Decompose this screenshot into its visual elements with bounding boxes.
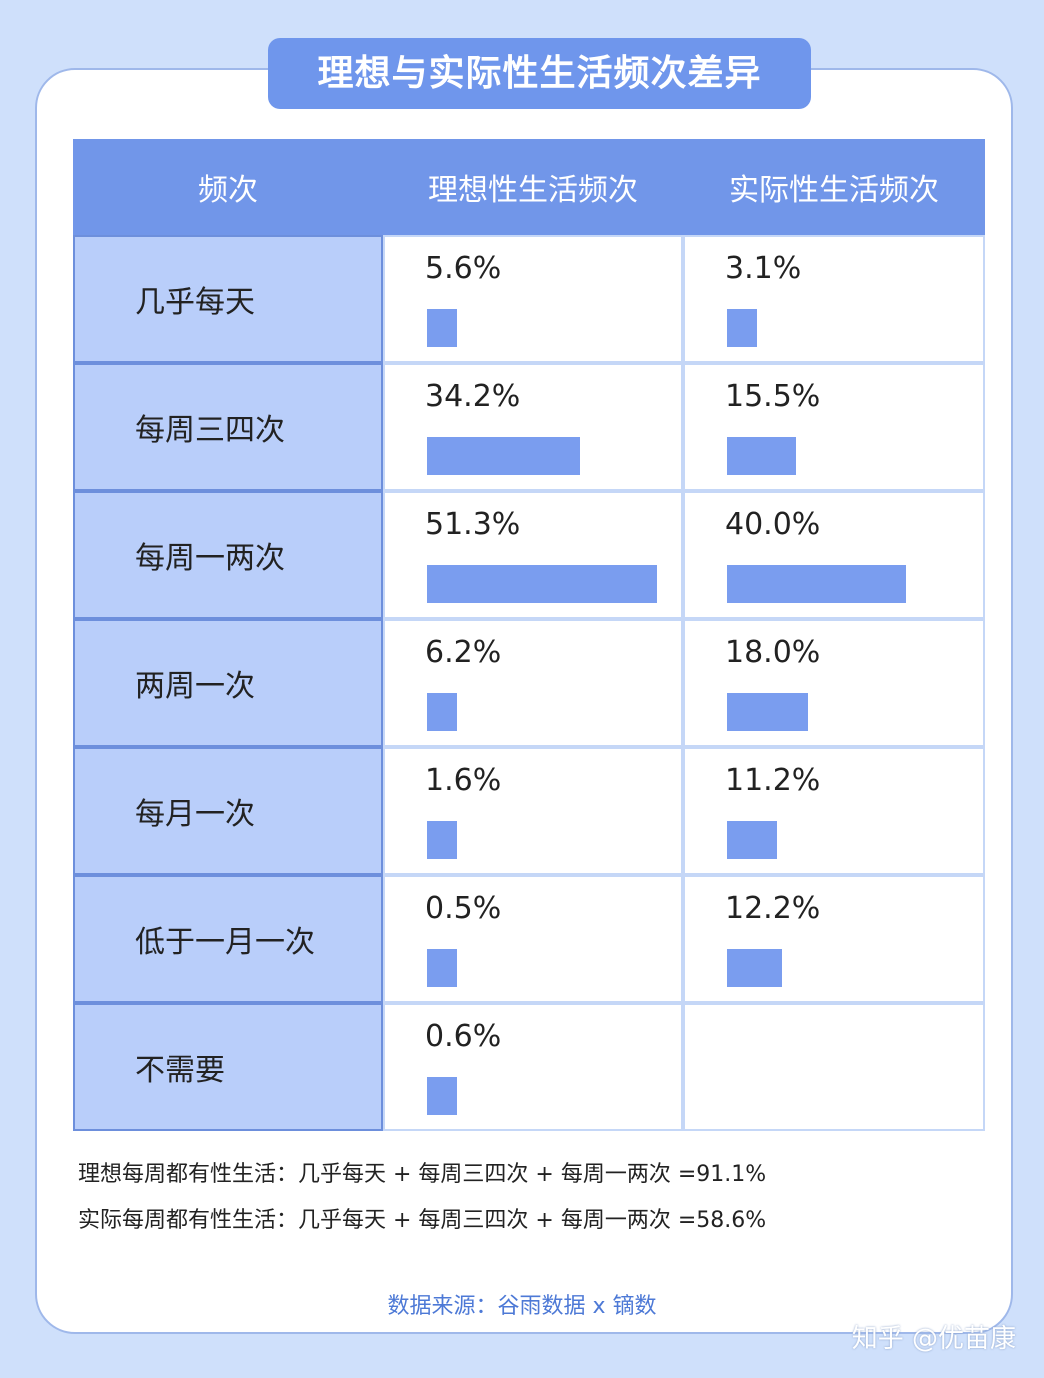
data-label: 1.6% xyxy=(425,763,502,798)
bar xyxy=(427,1077,457,1115)
frequency-label: 几乎每天 xyxy=(73,235,383,363)
data-label: 15.5% xyxy=(725,379,821,414)
data-source: 数据来源：谷雨数据 x 镝数 xyxy=(387,1294,657,1319)
column-header: 实际性生活频次 xyxy=(729,173,939,208)
bar xyxy=(727,693,808,731)
actual-cell: 3.1% xyxy=(683,235,985,363)
actual-cell: 40.0% xyxy=(683,491,985,619)
actual-cell: 18.0% xyxy=(683,619,985,747)
data-table: 频次 理想性生活频次 实际性生活频次 几乎每天 5.6% 3.1% 每周三四次 34.2… xyxy=(73,139,985,1131)
bar xyxy=(427,949,457,987)
bar xyxy=(727,437,797,475)
ideal-cell: 6.2% xyxy=(383,619,683,747)
data-label: 3.1% xyxy=(725,251,802,286)
summary-note-ideal: 理想每周都有性生活：几乎每天 + 每周三四次 + 每周一两次 =91.1% xyxy=(78,1162,767,1187)
table-row: 几乎每天 5.6% 3.1% xyxy=(73,235,985,363)
table-row: 每周三四次 34.2% 15.5% xyxy=(73,363,985,491)
data-label: 18.0% xyxy=(725,635,821,670)
actual-cell: 11.2% xyxy=(683,747,985,875)
data-label: 40.0% xyxy=(725,507,821,542)
zhihu-watermark: 知乎 @优苗康 xyxy=(851,1324,1016,1354)
table-row: 不需要 0.6% xyxy=(73,1003,985,1131)
bar xyxy=(427,309,457,347)
ideal-cell: 51.3% xyxy=(383,491,683,619)
data-label: 0.6% xyxy=(425,1019,502,1054)
data-label: 34.2% xyxy=(425,379,521,414)
bar xyxy=(427,437,581,475)
actual-cell: 15.5% xyxy=(683,363,985,491)
bar xyxy=(427,565,657,603)
table-row: 每周一两次 51.3% 40.0% xyxy=(73,491,985,619)
ideal-cell: 5.6% xyxy=(383,235,683,363)
data-label: 6.2% xyxy=(425,635,502,670)
frequency-label: 每月一次 xyxy=(73,747,383,875)
table-row: 每月一次 1.6% 11.2% xyxy=(73,747,985,875)
ideal-cell: 0.6% xyxy=(383,1003,683,1131)
data-label: 5.6% xyxy=(425,251,502,286)
table-header: 频次 理想性生活频次 实际性生活频次 xyxy=(73,139,985,235)
data-label: 12.2% xyxy=(725,891,821,926)
column-header: 频次 xyxy=(198,173,258,208)
table-row: 低于一月一次 0.5% 12.2% xyxy=(73,875,985,1003)
frequency-label: 每周三四次 xyxy=(73,363,383,491)
data-label: 51.3% xyxy=(425,507,521,542)
bar xyxy=(427,693,457,731)
bar xyxy=(727,949,782,987)
ideal-cell: 0.5% xyxy=(383,875,683,1003)
page-title: 理想与实际性生活频次差异 xyxy=(268,38,811,109)
summary-note-actual: 实际每周都有性生活：几乎每天 + 每周三四次 + 每周一两次 =58.6% xyxy=(78,1208,767,1233)
actual-cell: 12.2% xyxy=(683,875,985,1003)
column-header: 理想性生活频次 xyxy=(428,173,638,208)
frequency-label: 低于一月一次 xyxy=(73,875,383,1003)
table-row: 两周一次 6.2% 18.0% xyxy=(73,619,985,747)
frequency-label: 每周一两次 xyxy=(73,491,383,619)
frequency-label: 两周一次 xyxy=(73,619,383,747)
bar xyxy=(727,309,757,347)
bar xyxy=(727,565,907,603)
data-label: 0.5% xyxy=(425,891,502,926)
bar xyxy=(727,821,778,859)
frequency-label: 不需要 xyxy=(73,1003,383,1131)
data-label: 11.2% xyxy=(725,763,821,798)
ideal-cell: 34.2% xyxy=(383,363,683,491)
bar xyxy=(427,821,457,859)
ideal-cell: 1.6% xyxy=(383,747,683,875)
actual-cell xyxy=(683,1003,985,1131)
